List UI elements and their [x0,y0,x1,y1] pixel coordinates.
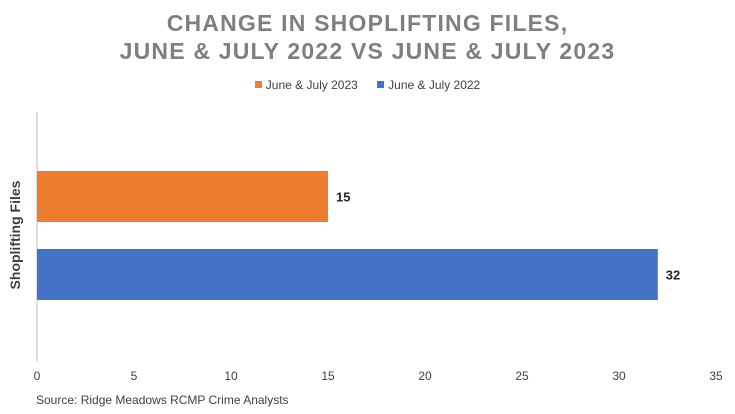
legend: June & July 2023 June & July 2022 [0,77,735,92]
x-tick-label: 30 [612,369,626,383]
bar-0 [37,171,328,222]
x-tick-label: 35 [709,369,723,383]
legend-item-2023: June & July 2023 [254,77,358,92]
bar-1 [37,249,658,300]
chart-title-line-2: JUNE & JULY 2022 VS JUNE & JULY 2023 [119,38,616,64]
x-tick-label: 15 [321,369,335,383]
source-note: Source: Ridge Meadows RCMP Crime Analyst… [36,393,289,407]
legend-swatch-2022 [377,81,385,88]
x-tick-label: 20 [418,369,432,383]
data-label-1: 32 [666,268,680,283]
x-tick-label: 5 [131,369,138,383]
x-tick-label: 25 [515,369,529,383]
x-tick-label: 0 [34,369,41,383]
x-tick-label: 10 [224,369,238,383]
legend-item-2022: June & July 2022 [377,78,480,92]
legend-label-2023: June & July 2023 [265,77,358,92]
legend-swatch-2023 [254,81,262,88]
legend-label-2022: June & July 2022 [388,77,481,92]
data-label-0: 15 [336,190,350,205]
chart-title-line-1: CHANGE IN SHOPLIFTING FILES, [166,10,569,36]
